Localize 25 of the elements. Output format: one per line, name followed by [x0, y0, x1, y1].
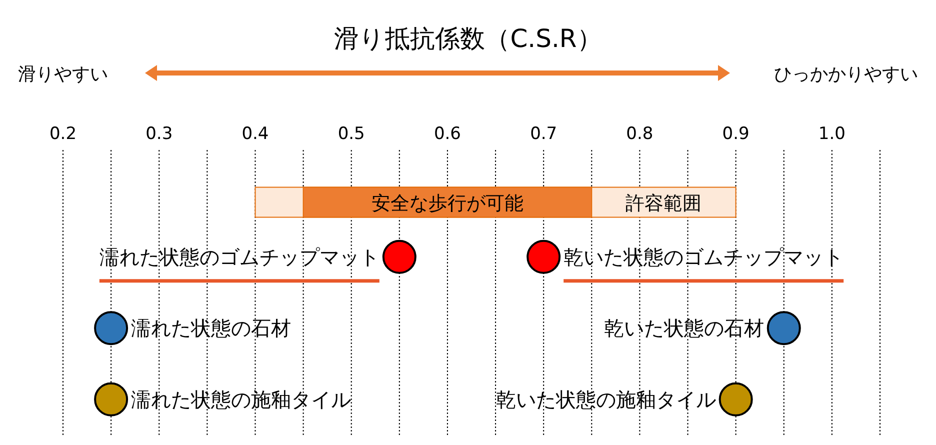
- band-label: 許容範囲: [626, 192, 702, 214]
- x-tick-label: 0.7: [530, 124, 558, 144]
- point: [766, 311, 801, 346]
- point: [526, 240, 561, 274]
- series-label: 乾いた状態の石材: [604, 316, 764, 340]
- point: [718, 382, 753, 416]
- series-label: 濡れた状態の石材: [131, 316, 292, 340]
- series-label: 乾いた状態の施釉タイル: [496, 387, 716, 412]
- chart-title: 滑り抵抗係数（C.S.R）: [334, 24, 602, 53]
- series-label: 濡れた状態のゴムチップマット: [99, 244, 380, 269]
- band-label: 安全な歩行が可能: [371, 192, 524, 214]
- point: [382, 240, 416, 274]
- text: 滑りやすい: [18, 64, 108, 85]
- x-tick-label: 0.5: [338, 124, 365, 144]
- x-tick-label: 0.9: [722, 124, 750, 144]
- x-tick-label: 0.6: [434, 124, 461, 144]
- x-tick-label: 0.3: [146, 124, 173, 144]
- x-tick-label: 0.4: [242, 124, 269, 144]
- point: [94, 382, 128, 416]
- x-tick-label: 0.8: [626, 124, 654, 144]
- point: [94, 311, 128, 346]
- x-tick-label: 1.0: [818, 124, 846, 144]
- text: ひっかかりやすい: [774, 64, 918, 85]
- series-label: 濡れた状態の施釉タイル: [131, 387, 352, 412]
- x-tick-label: 0.2: [49, 124, 77, 144]
